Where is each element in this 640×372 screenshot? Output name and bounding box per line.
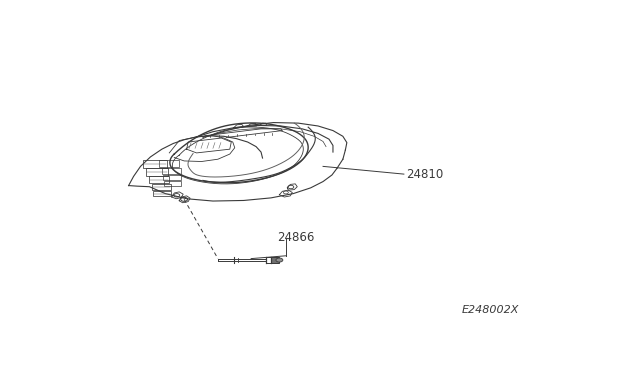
Bar (154, 191, 172, 196)
Bar (159, 160, 179, 167)
Bar (163, 175, 181, 180)
Circle shape (276, 258, 283, 262)
Bar (143, 160, 167, 168)
Bar (271, 257, 280, 263)
Text: 24866: 24866 (277, 231, 315, 244)
Text: E248002X: E248002X (461, 305, 519, 315)
Bar (162, 168, 180, 174)
Bar (150, 176, 169, 183)
Text: 24810: 24810 (406, 168, 444, 181)
Bar (164, 181, 181, 186)
Bar (147, 169, 168, 176)
Bar (152, 184, 171, 190)
